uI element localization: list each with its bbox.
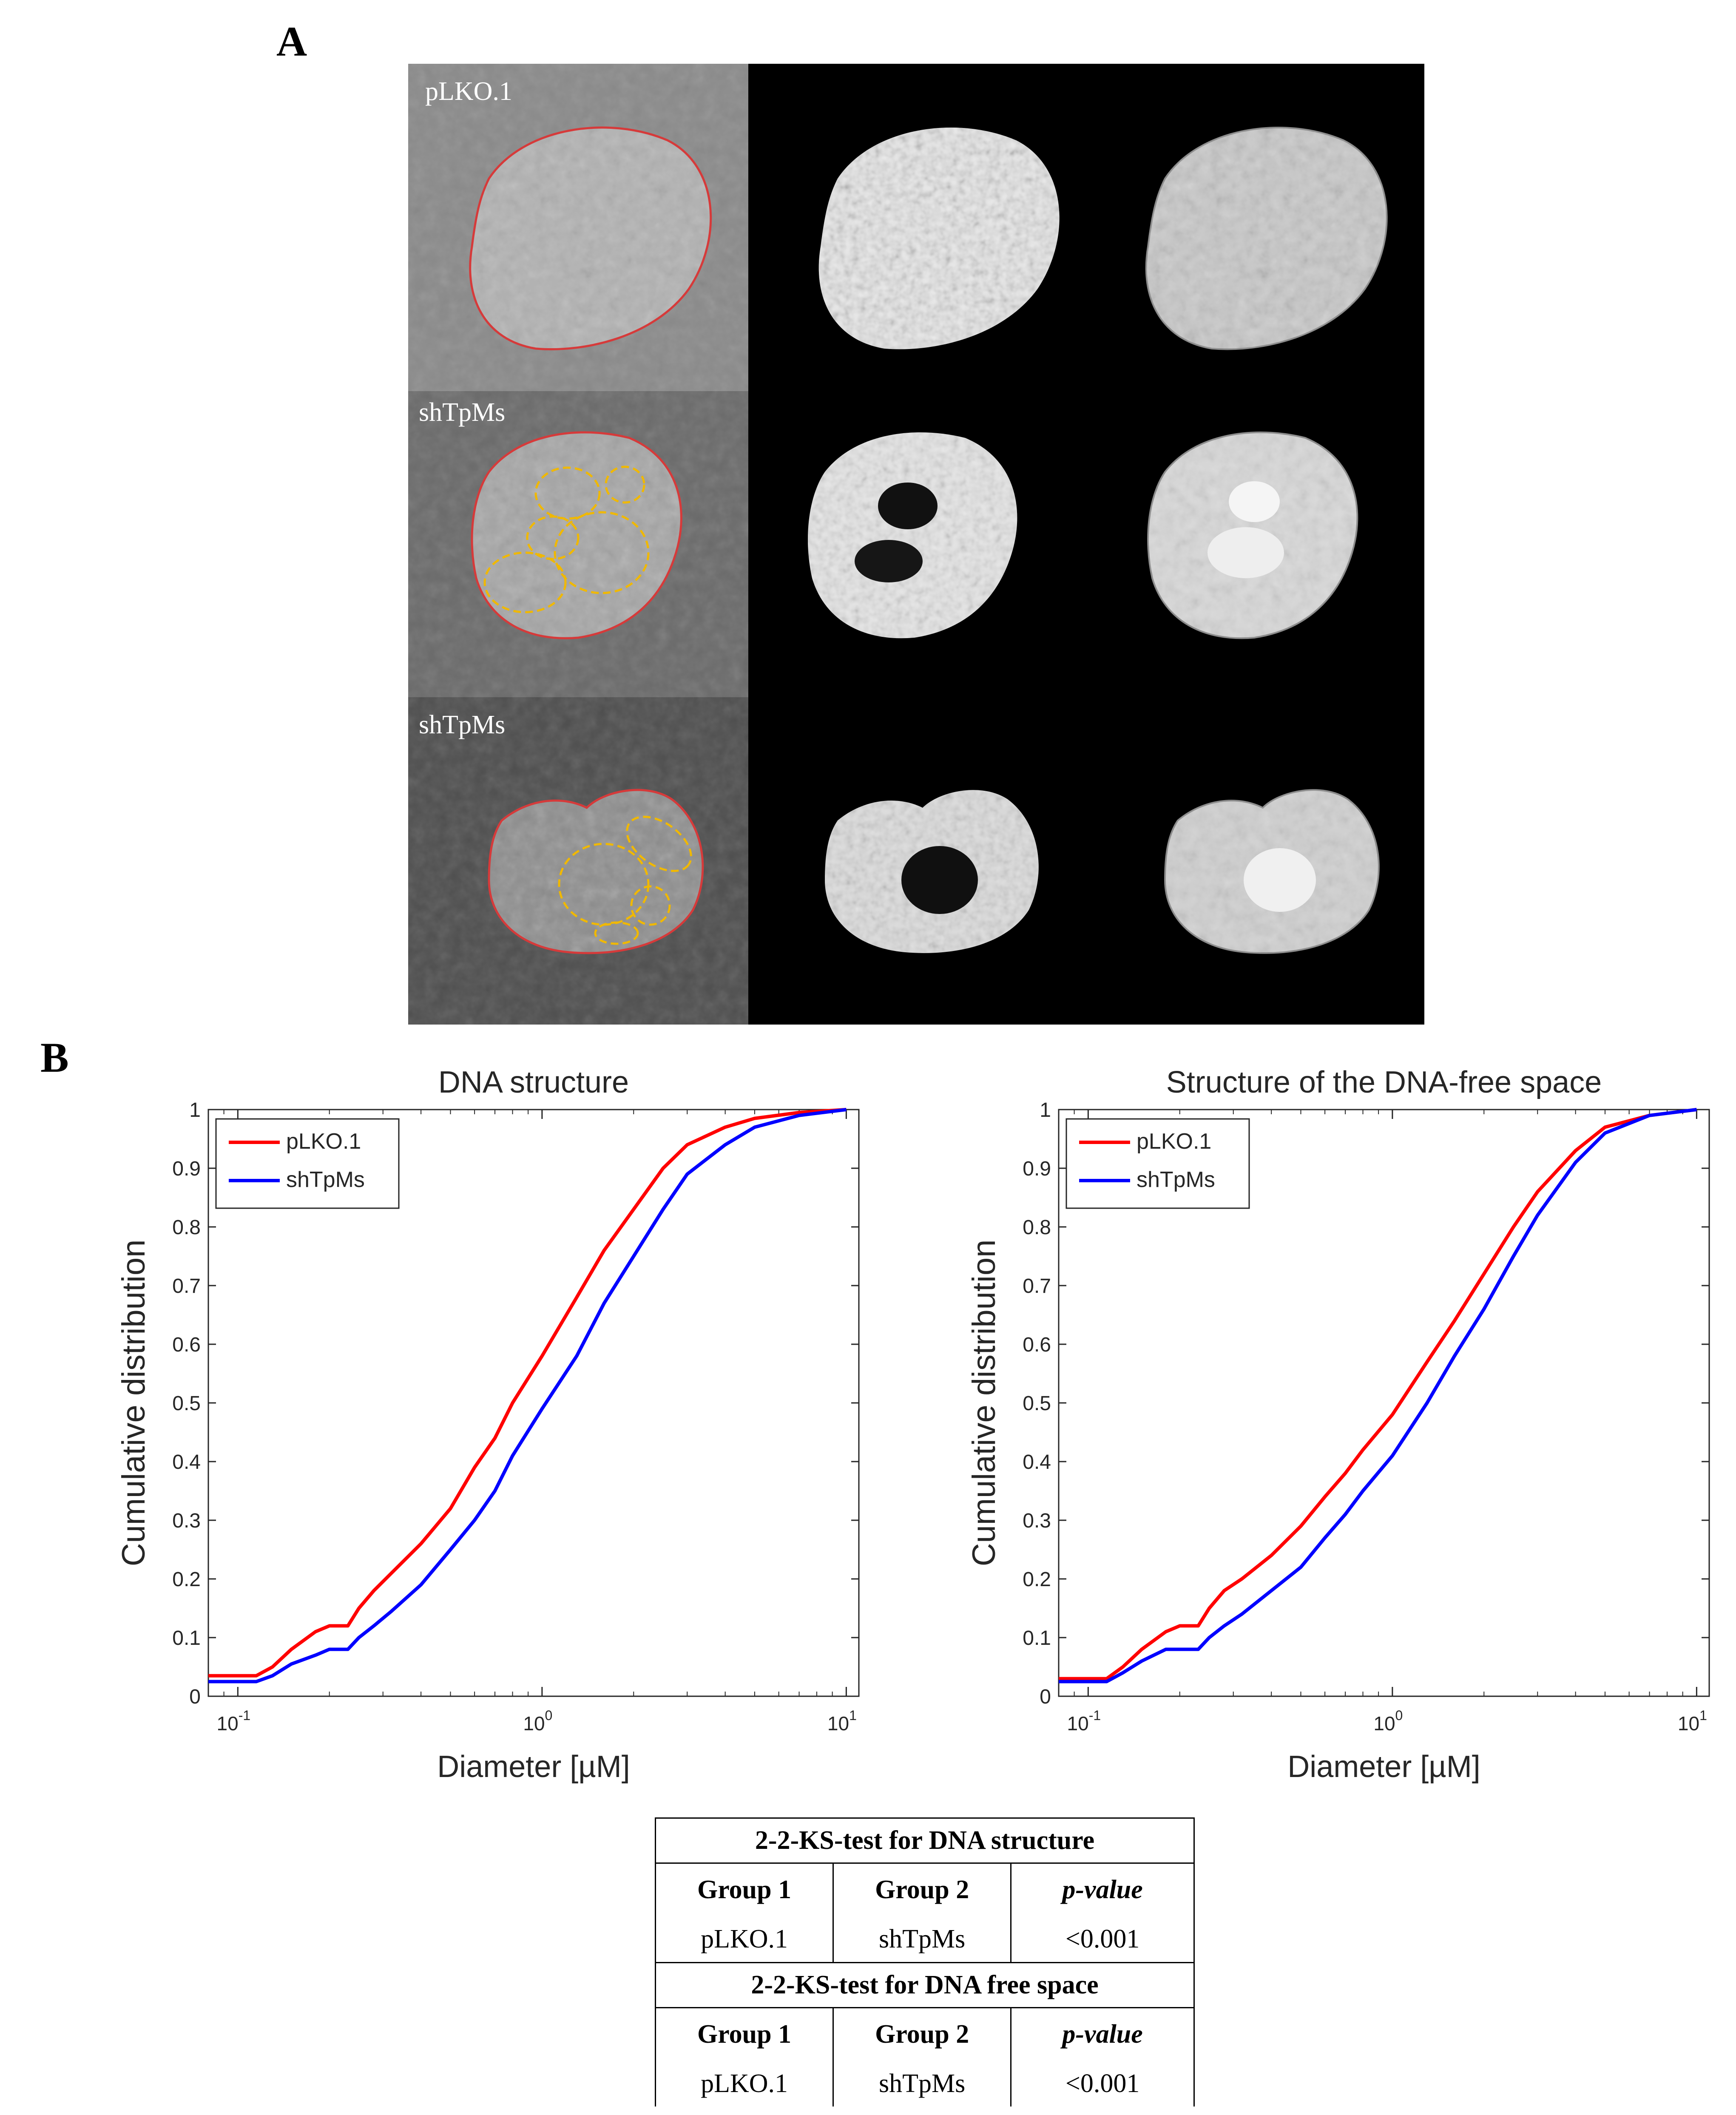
x-tick-label: 101 bbox=[827, 1708, 857, 1735]
y-axis-title: Cumulative distribution bbox=[966, 1240, 1002, 1567]
y-tick-label: 0.1 bbox=[1023, 1627, 1051, 1649]
legend: pLKO.1 shTpMs bbox=[215, 1118, 400, 1209]
ks-header-pvalue: p-value bbox=[1010, 1863, 1195, 1916]
ks-header-row: Group 1 Group 2 p-value bbox=[654, 1863, 1195, 1916]
ks-value-group1: pLKO.1 bbox=[654, 1916, 834, 1963]
y-tick-label: 0.8 bbox=[172, 1216, 201, 1239]
y-tick-label: 0.4 bbox=[1023, 1451, 1051, 1473]
series-line-plko-1 bbox=[1059, 1108, 1697, 1681]
ks-value-group1: pLKO.1 bbox=[654, 2061, 834, 2106]
y-tick-label: 0 bbox=[189, 1686, 201, 1708]
ks-value-row: pLKO.1 shTpMs <0.001 bbox=[654, 2061, 1195, 2106]
legend-label: pLKO.1 bbox=[1136, 1129, 1211, 1154]
microscopy-panel: pLKO.1 shTpMs shTpMs bbox=[408, 64, 1424, 1025]
y-tick-label: 0.9 bbox=[1023, 1158, 1051, 1180]
y-tick-label: 0.6 bbox=[1023, 1334, 1051, 1356]
nucleus-row2-free-space bbox=[1147, 432, 1358, 639]
ks-section-title-row: 2-2-KS-test for DNA structure bbox=[655, 1817, 1195, 1864]
y-tick-label: 0.3 bbox=[1023, 1510, 1051, 1532]
ks-test-table: 2-2-KS-test for DNA structure Group 1 Gr… bbox=[654, 1817, 1195, 2106]
series-line-shtpms bbox=[1059, 1108, 1697, 1683]
ks-value-row: pLKO.1 shTpMs <0.001 bbox=[654, 1916, 1195, 1963]
ks-header-group1: Group 1 bbox=[654, 1863, 834, 1916]
y-tick-label: 0.6 bbox=[172, 1334, 201, 1356]
chart-dna-structure: DNA structure 0 0.1 0.2 0.3 0.4 0.5 0.6 0.7 0.8 0.… bbox=[116, 1065, 860, 1784]
x-axis-title: Diameter [µM] bbox=[1287, 1750, 1480, 1784]
chart-title: DNA structure bbox=[438, 1065, 629, 1099]
y-tick-label: 0.3 bbox=[172, 1510, 201, 1532]
nucleus-row3-free-space bbox=[1164, 789, 1380, 954]
y-tick-label: 0.8 bbox=[1023, 1216, 1051, 1239]
row-label-2: shTpMs bbox=[419, 398, 505, 427]
y-tick-label: 0.2 bbox=[1023, 1568, 1051, 1591]
legend-box bbox=[1065, 1118, 1250, 1209]
panel-a-letter: A bbox=[276, 18, 307, 65]
ks-section-title: 2-2-KS-test for DNA structure bbox=[655, 1817, 1195, 1864]
x-tick-label: 10-1 bbox=[1067, 1708, 1101, 1735]
x-tick-label: 100 bbox=[523, 1708, 552, 1735]
y-tick-label: 1 bbox=[1040, 1099, 1051, 1121]
ks-value-group2: shTpMs bbox=[832, 1916, 1012, 1963]
legend-label: shTpMs bbox=[286, 1167, 365, 1192]
y-tick-label: 0.7 bbox=[172, 1275, 201, 1297]
region-outlines-row2 bbox=[483, 466, 650, 613]
y-tick-label: 0.7 bbox=[1023, 1275, 1051, 1297]
x-axis-title: Diameter [µM] bbox=[437, 1750, 630, 1784]
y-tick-label: 0 bbox=[1040, 1686, 1051, 1708]
nucleus-row1-dna bbox=[818, 128, 1060, 349]
ks-header-group1: Group 1 bbox=[654, 2007, 834, 2061]
ks-header-group2: Group 2 bbox=[832, 2007, 1012, 2061]
nucleus-row3-dna bbox=[825, 790, 1039, 953]
legend-label: pLKO.1 bbox=[286, 1129, 361, 1154]
panel-b-letter: B bbox=[40, 1034, 69, 1081]
x-tick-label: 10-1 bbox=[217, 1708, 251, 1735]
ks-header-row: Group 1 Group 2 p-value bbox=[654, 2007, 1195, 2061]
ks-value-pvalue: <0.001 bbox=[1010, 2061, 1195, 2106]
row-label-3: shTpMs bbox=[419, 710, 505, 739]
nucleus-row1-phase bbox=[469, 126, 712, 350]
y-tick-label: 0.5 bbox=[1023, 1392, 1051, 1415]
x-tick-label: 100 bbox=[1373, 1708, 1403, 1735]
legend-label: shTpMs bbox=[1136, 1167, 1215, 1192]
region-outlines-row3 bbox=[558, 815, 692, 945]
ks-header-group2: Group 2 bbox=[832, 1863, 1012, 1916]
y-tick-label: 1 bbox=[189, 1099, 201, 1121]
series-line-shtpms bbox=[208, 1108, 847, 1683]
y-tick-label: 0.4 bbox=[172, 1451, 201, 1473]
nucleus-row3-phase bbox=[488, 789, 704, 954]
y-tick-label: 0.1 bbox=[172, 1627, 201, 1649]
y-tick-label: 0.5 bbox=[172, 1392, 201, 1415]
ks-value-group2: shTpMs bbox=[832, 2061, 1012, 2106]
chart-title: Structure of the DNA-free space bbox=[1166, 1065, 1602, 1099]
legend-box bbox=[215, 1118, 400, 1209]
legend: pLKO.1 shTpMs bbox=[1065, 1118, 1250, 1209]
nucleus-row2-dna bbox=[808, 432, 1017, 639]
x-tick-label: 101 bbox=[1678, 1708, 1707, 1735]
y-tick-label: 0.2 bbox=[172, 1568, 201, 1591]
ks-section-title-row: 2-2-KS-test for DNA free space bbox=[655, 1962, 1195, 2008]
ks-section-title: 2-2-KS-test for DNA free space bbox=[655, 1962, 1195, 2008]
nucleus-row2-phase bbox=[471, 431, 682, 639]
ks-header-pvalue: p-value bbox=[1010, 2007, 1195, 2061]
series-line-plko-1 bbox=[208, 1108, 847, 1678]
y-tick-label: 0.9 bbox=[172, 1158, 201, 1180]
row-label-1: pLKO.1 bbox=[425, 77, 512, 106]
chart-dna-free-space: Structure of the DNA-free space 0 0.1 0.2 0.… bbox=[966, 1065, 1710, 1784]
y-axis-title: Cumulative distribution bbox=[116, 1240, 152, 1567]
ks-value-pvalue: <0.001 bbox=[1010, 1916, 1195, 1963]
